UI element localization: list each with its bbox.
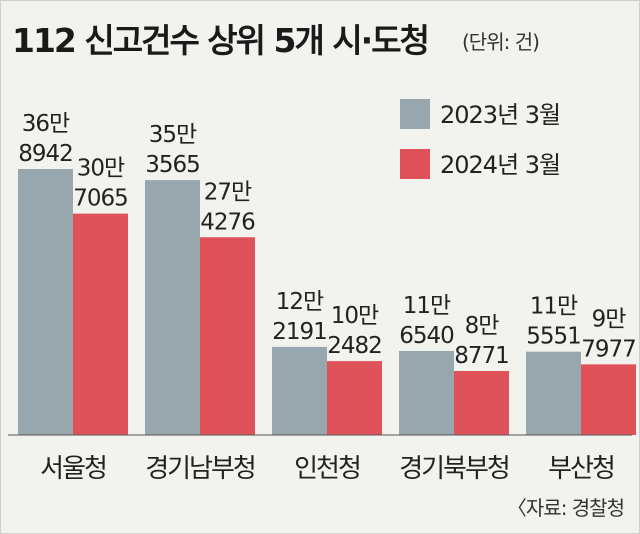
value-label-bottom: 4276 <box>200 209 255 235</box>
legend-swatch <box>400 149 430 179</box>
category-label: 부산청 <box>548 454 614 484</box>
value-label-top: 27만 <box>204 179 252 205</box>
category-label: 서울청 <box>40 454 106 484</box>
value-label-top: 8만 <box>465 313 500 339</box>
legend-swatch <box>400 99 430 129</box>
value-label-bottom: 2482 <box>327 333 382 359</box>
category-label: 경기북부청 <box>399 454 509 484</box>
bar-2024-1 <box>200 237 255 435</box>
bar-2024-3 <box>454 370 509 435</box>
legend-label: 2024년 3월 <box>440 151 560 179</box>
value-label-top: 36만 <box>22 111 70 137</box>
value-label-top: 30만 <box>77 156 125 182</box>
value-label-bottom: 7065 <box>73 186 128 212</box>
value-label-bottom: 2191 <box>272 319 327 345</box>
chart-title: 112 신고건수 상위 5개 시·도청 <box>12 21 430 60</box>
bar-2023-3 <box>399 350 454 435</box>
value-label-bottom: 8942 <box>18 141 73 167</box>
value-label-top: 11만 <box>530 294 578 320</box>
bar-2024-0 <box>73 213 128 435</box>
bar-2024-4 <box>581 364 636 435</box>
value-label-top: 12만 <box>276 289 324 315</box>
value-label-top: 9만 <box>592 306 627 332</box>
category-label: 경기남부청 <box>145 454 255 484</box>
value-label-top: 35만 <box>149 122 197 148</box>
value-label-bottom: 3565 <box>145 152 200 178</box>
bar-2023-1 <box>145 180 200 435</box>
value-label-top: 11만 <box>403 293 451 319</box>
bar-2023-4 <box>526 351 581 435</box>
value-label-bottom: 6540 <box>399 323 454 349</box>
bar-2023-2 <box>272 346 327 435</box>
legend-label: 2023년 3월 <box>440 101 560 129</box>
value-label-bottom: 7977 <box>581 336 636 362</box>
bar-2024-2 <box>327 361 382 435</box>
category-label: 인천청 <box>294 454 360 484</box>
bar-2023-0 <box>18 169 73 435</box>
value-label-bottom: 5551 <box>526 324 581 350</box>
value-label-top: 10만 <box>331 303 379 329</box>
value-label-bottom: 8771 <box>454 343 509 369</box>
source-note: 〈자료: 경찰청 <box>506 496 625 520</box>
unit-note: (단위: 건) <box>462 30 540 54</box>
